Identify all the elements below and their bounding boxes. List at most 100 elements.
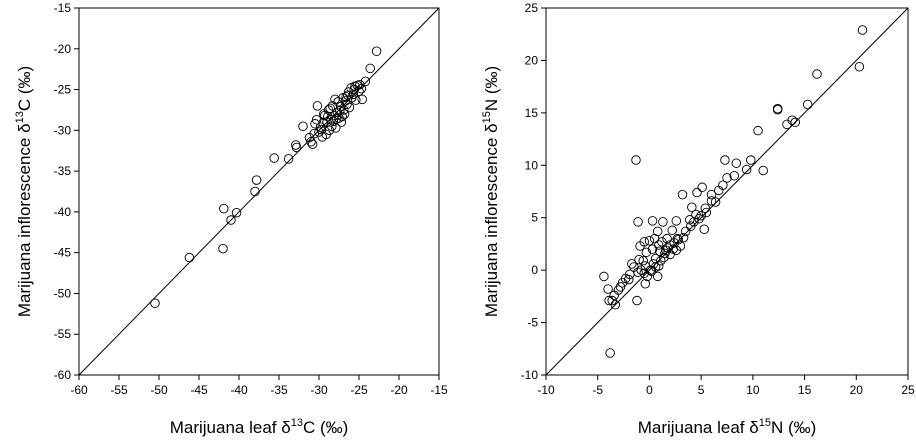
data-point xyxy=(720,155,730,165)
data-point xyxy=(645,265,656,275)
isotope-superscript: 13 xyxy=(14,111,26,123)
data-point xyxy=(291,142,302,153)
x-tick-label: -30 xyxy=(310,383,328,397)
data-point xyxy=(335,106,345,116)
data-point xyxy=(250,186,260,197)
data-point xyxy=(812,69,822,79)
delta-symbol: δ xyxy=(482,123,501,132)
data-point xyxy=(673,234,684,245)
data-point xyxy=(314,127,324,137)
ylabel-unit: N (‰) xyxy=(482,66,501,111)
data-point xyxy=(312,101,323,111)
data-point xyxy=(652,271,663,282)
data-point xyxy=(631,155,641,165)
data-point xyxy=(623,274,634,285)
y-tick-label: -55 xyxy=(54,327,72,341)
data-point xyxy=(356,83,367,94)
data-point xyxy=(339,109,350,119)
y-tick-label: 25 xyxy=(525,1,539,15)
x-tick-label: 0 xyxy=(646,383,653,397)
plot-frame xyxy=(78,7,440,376)
y-tick-label: -40 xyxy=(54,205,72,219)
y-tick-label: 20 xyxy=(525,53,539,67)
data-point xyxy=(662,233,672,244)
x-axis-label: Marijuana leaf δ15N (‰) xyxy=(638,417,817,437)
data-point xyxy=(753,125,763,136)
data-point xyxy=(632,295,642,306)
data-point xyxy=(638,255,648,266)
data-point xyxy=(659,252,669,263)
x-tick-label: -10 xyxy=(537,383,555,397)
data-point xyxy=(671,216,682,226)
data-point xyxy=(782,119,792,130)
data-point xyxy=(644,236,655,246)
data-point xyxy=(706,189,717,200)
x-tick-label: -35 xyxy=(270,383,288,397)
y-tick-label: 10 xyxy=(525,158,539,172)
data-point xyxy=(341,92,351,102)
data-point xyxy=(365,63,375,74)
delta-symbol: δ xyxy=(281,418,290,437)
y-tick-label: 5 xyxy=(531,211,538,225)
data-point xyxy=(694,214,704,224)
x-tick-label: -40 xyxy=(230,383,248,397)
data-point xyxy=(371,46,382,56)
data-point xyxy=(671,245,682,255)
data-point xyxy=(219,203,229,214)
data-point xyxy=(772,103,783,114)
x-tick-label: 15 xyxy=(798,383,812,397)
data-point xyxy=(337,111,347,122)
data-point xyxy=(680,226,691,237)
data-point xyxy=(649,233,660,244)
data-point xyxy=(647,216,658,226)
data-point xyxy=(150,298,160,308)
data-point xyxy=(692,187,702,198)
delta-symbol: δ xyxy=(15,123,34,132)
y-tick-label: -15 xyxy=(54,1,72,15)
x-axis-label: Marijuana leaf δ13C (‰) xyxy=(170,417,349,437)
y-tick-label: -45 xyxy=(54,246,72,260)
data-point xyxy=(269,153,279,163)
data-point xyxy=(360,76,371,87)
y-tick-label: -35 xyxy=(54,164,72,178)
y-tick-label: -50 xyxy=(54,286,72,300)
data-point xyxy=(641,247,652,258)
x-tick-label: -15 xyxy=(430,383,448,397)
x-tick-label: -45 xyxy=(190,383,208,397)
y-tick-label: 0 xyxy=(531,263,538,277)
data-point xyxy=(710,197,721,207)
data-point xyxy=(323,111,333,122)
data-point xyxy=(329,110,339,121)
y-tick-label: 15 xyxy=(525,106,539,120)
x-tick-label: 5 xyxy=(698,383,705,397)
data-point xyxy=(310,119,320,129)
y-tick-label: -10 xyxy=(521,368,539,382)
data-point xyxy=(640,279,651,289)
ylabel-text: Marijuana inflorescence xyxy=(15,133,34,317)
data-point xyxy=(226,215,236,225)
data-point xyxy=(355,79,365,90)
data-point xyxy=(653,261,664,271)
x-tick-label: -20 xyxy=(390,383,408,397)
data-point xyxy=(629,262,639,272)
x-tick-label: -25 xyxy=(350,383,368,397)
y-tick-label: -20 xyxy=(54,42,72,56)
xlabel-unit: N (‰) xyxy=(771,418,816,437)
data-point xyxy=(184,252,195,263)
data-point xyxy=(218,243,228,254)
data-point xyxy=(697,182,707,193)
data-point xyxy=(854,61,865,72)
data-point xyxy=(311,114,322,125)
data-point xyxy=(700,203,711,214)
data-point xyxy=(639,268,650,279)
x-tick-label: -5 xyxy=(592,383,603,397)
data-point xyxy=(802,99,813,110)
data-point xyxy=(634,254,644,265)
data-point xyxy=(701,207,712,218)
data-point xyxy=(327,121,337,132)
data-point xyxy=(617,277,628,288)
data-point xyxy=(231,207,242,218)
isotope-superscript: 15 xyxy=(481,111,493,123)
chart-panel-nitrogen: Marijuana leaf δ15N (‰) Marijuana inflor… xyxy=(481,1,915,437)
